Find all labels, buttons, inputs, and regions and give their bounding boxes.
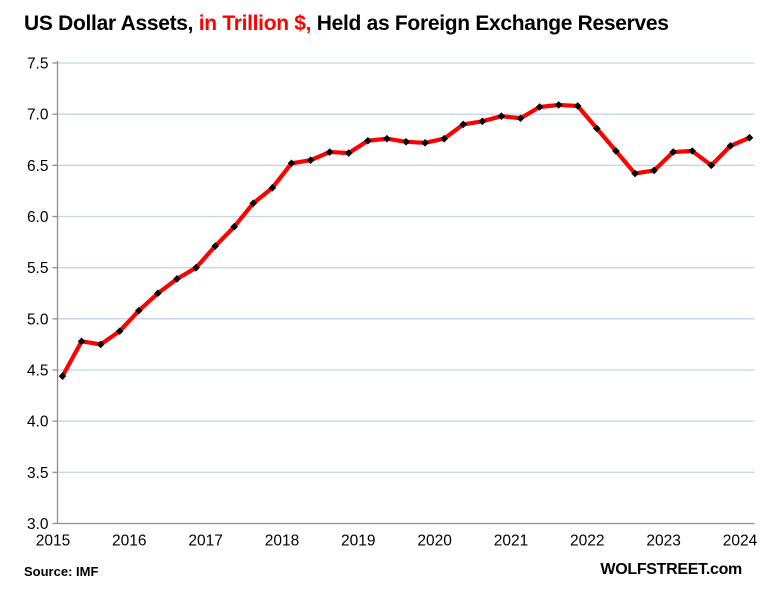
y-tick-label: 7.5 xyxy=(27,56,49,73)
data-point-marker xyxy=(669,148,677,156)
data-point-marker xyxy=(135,306,143,315)
data-point-marker xyxy=(402,137,410,146)
data-point-marker xyxy=(287,159,296,168)
data-point-marker xyxy=(154,289,162,298)
data-point-marker xyxy=(96,340,105,349)
data-point-marker xyxy=(249,199,258,207)
data-point-marker xyxy=(612,147,620,155)
data-point-marker xyxy=(230,222,239,231)
data-point-marker xyxy=(573,102,582,110)
data-point-marker xyxy=(306,156,315,165)
data-point-marker xyxy=(497,112,506,121)
y-tick-label: 5.5 xyxy=(27,260,49,277)
data-point-marker xyxy=(325,148,334,156)
data-point-marker xyxy=(115,327,124,335)
data-point-marker xyxy=(554,101,563,109)
title-part-1: US Dollar Assets, xyxy=(24,12,199,35)
y-tick-label: 6.5 xyxy=(27,158,49,175)
x-tick-label: 2022 xyxy=(570,533,604,550)
x-tick-label: 2020 xyxy=(417,533,452,550)
data-point-marker xyxy=(631,169,639,178)
title-part-2: Held as Foreign Exchange Reserves xyxy=(311,12,669,35)
data-line xyxy=(60,102,752,379)
x-tick-label: 2017 xyxy=(188,533,222,550)
y-tick-label: 3.5 xyxy=(27,465,49,482)
data-point-marker xyxy=(650,166,658,175)
source-label: Source: IMF xyxy=(24,564,99,579)
data-point-marker xyxy=(707,161,716,170)
data-point-marker xyxy=(211,242,219,250)
data-point-marker xyxy=(516,114,525,123)
data-point-marker xyxy=(344,149,353,157)
data-point-marker xyxy=(77,337,86,346)
x-tick-label: 2015 xyxy=(36,533,70,550)
data-point-marker xyxy=(268,184,277,192)
data-point-marker xyxy=(383,134,391,143)
x-tick-label: 2016 xyxy=(112,533,146,550)
data-point-marker xyxy=(726,142,735,150)
x-tick-label: 2021 xyxy=(494,533,528,550)
y-tick-label: 7.0 xyxy=(27,107,49,124)
data-point-marker xyxy=(364,136,372,145)
data-point-marker xyxy=(421,139,429,147)
data-point-marker xyxy=(745,133,754,142)
y-tick-label: 4.0 xyxy=(27,414,49,431)
data-point-marker xyxy=(173,275,181,283)
data-point-marker xyxy=(58,372,67,380)
data-point-marker xyxy=(688,147,697,155)
y-tick-label: 5.0 xyxy=(27,311,49,328)
data-point-marker xyxy=(593,124,601,133)
title-part-red: in Trillion $, xyxy=(198,12,312,35)
data-point-marker xyxy=(192,263,200,272)
y-tick-label: 6.0 xyxy=(27,209,49,226)
y-tick-label: 4.5 xyxy=(27,363,49,380)
chart-title: US Dollar Assets, in Trillion $, Held as… xyxy=(24,12,669,36)
x-tick-label: 2024 xyxy=(723,533,758,550)
x-tick-label: 2023 xyxy=(646,533,680,550)
x-tick-label: 2019 xyxy=(341,533,375,550)
data-point-marker xyxy=(459,120,468,129)
data-point-marker xyxy=(535,103,544,111)
site-label: WOLFSTREET.com xyxy=(600,561,742,578)
x-tick-label: 2018 xyxy=(265,533,299,550)
data-point-marker xyxy=(478,117,487,126)
data-point-marker xyxy=(440,134,448,143)
y-tick-label: 3.0 xyxy=(27,516,49,533)
